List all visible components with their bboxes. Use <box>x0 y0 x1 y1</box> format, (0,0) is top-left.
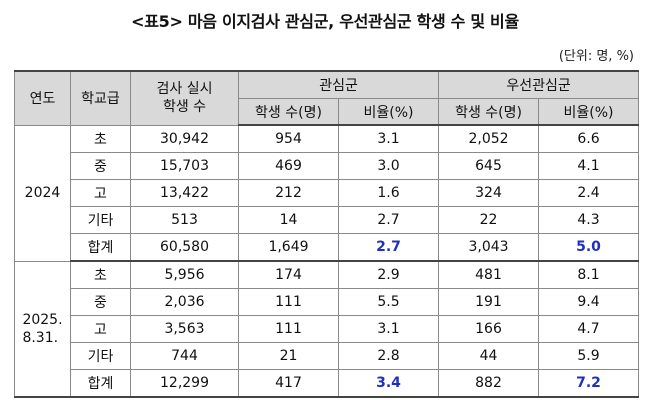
tested-cell: 12,299 <box>130 369 239 398</box>
level-cell: 고 <box>70 179 131 207</box>
concern-ratio-cell: 3.0 <box>337 152 440 180</box>
priority-ratio-cell: 7.2 <box>538 369 640 398</box>
year-cell: 2025. 8.31. <box>14 260 71 398</box>
table-row: 고 13,422 212 1.6 324 2.4 <box>15 179 640 207</box>
header-concern: 관심군 <box>237 70 440 99</box>
table-row: 합계 60,580 1,649 2.7 3,043 5.0 <box>15 233 640 262</box>
level-cell: 기타 <box>70 206 131 234</box>
concern-count-cell: 111 <box>238 288 339 316</box>
year-label: 2024 <box>24 185 61 201</box>
priority-ratio-cell: 9.4 <box>538 288 640 316</box>
concern-ratio-cell: 2.8 <box>337 342 440 370</box>
table-body: 2024 초 30,942 954 3.1 2,052 6.6 중 15,703 469 3.0 64… <box>14 124 640 398</box>
priority-ratio-cell: 4.7 <box>538 315 640 343</box>
concern-count-cell: 469 <box>238 152 339 180</box>
priority-ratio-cell: 4.1 <box>538 152 640 180</box>
concern-ratio-cell: 5.5 <box>337 288 440 316</box>
priority-ratio-cell: 5.0 <box>538 233 640 262</box>
stats-table: 연도 학교급 검사 실시 학생 수 관심군 우선관심군 학생 수(명) 비율(%… <box>14 70 640 398</box>
concern-count-cell: 417 <box>238 369 339 398</box>
header-priority-ratio: 비율(%) <box>538 98 640 126</box>
priority-ratio-cell: 8.1 <box>538 260 640 289</box>
table-row: 기타 513 14 2.7 22 4.3 <box>15 206 640 234</box>
table-title: <표5> 마음 이지검사 관심군, 우선관심군 학생 수 및 비율 <box>131 12 519 31</box>
header-concern-ratio: 비율(%) <box>337 98 440 126</box>
tested-cell: 13,422 <box>130 179 239 207</box>
concern-ratio-cell: 2.7 <box>337 233 440 262</box>
priority-count-cell: 324 <box>438 179 540 207</box>
concern-count-cell: 21 <box>238 342 339 370</box>
table-row: 2025. 8.31. 초 5,956 174 2.9 481 8.1 <box>14 260 640 398</box>
tested-cell: 5,956 <box>130 260 239 289</box>
level-cell: 초 <box>70 124 131 153</box>
header-year: 연도 <box>14 70 71 126</box>
tested-cell: 2,036 <box>130 288 239 316</box>
concern-ratio-cell: 2.7 <box>337 206 440 234</box>
concern-ratio-cell: 3.1 <box>337 124 440 153</box>
level-cell: 중 <box>70 288 131 316</box>
tested-cell: 30,942 <box>130 124 239 153</box>
concern-ratio-cell: 3.1 <box>337 315 440 343</box>
priority-count-cell: 22 <box>438 206 540 234</box>
table-row: 중 15,703 469 3.0 645 4.1 <box>15 152 640 180</box>
tested-cell: 3,563 <box>130 315 239 343</box>
header-tested-text: 검사 실시 학생 수 <box>156 81 213 116</box>
table-row: 고 3,563 111 3.1 166 4.7 <box>15 315 640 343</box>
level-cell: 합계 <box>70 369 131 398</box>
year-label: 2025. 8.31. <box>22 311 63 346</box>
level-cell: 초 <box>70 260 131 289</box>
tested-cell: 513 <box>130 206 239 234</box>
level-cell: 중 <box>70 152 131 180</box>
priority-ratio-cell: 6.6 <box>538 124 640 153</box>
header-tested: 검사 실시 학생 수 <box>130 70 239 126</box>
tested-cell: 744 <box>130 342 239 370</box>
priority-count-cell: 44 <box>438 342 540 370</box>
table-row: 기타 744 21 2.8 44 5.9 <box>15 342 640 370</box>
concern-ratio-cell: 1.6 <box>337 179 440 207</box>
level-cell: 기타 <box>70 342 131 370</box>
priority-count-cell: 166 <box>438 315 540 343</box>
concern-count-cell: 14 <box>238 206 339 234</box>
concern-count-cell: 111 <box>238 315 339 343</box>
concern-ratio-cell: 2.9 <box>337 260 440 289</box>
tested-cell: 60,580 <box>130 233 239 262</box>
priority-ratio-cell: 4.3 <box>538 206 640 234</box>
concern-count-cell: 954 <box>238 124 339 153</box>
level-cell: 고 <box>70 315 131 343</box>
priority-count-cell: 481 <box>438 260 540 289</box>
header-priority-count: 학생 수(명) <box>438 98 540 126</box>
concern-ratio-cell: 3.4 <box>337 369 440 398</box>
table-row: 중 2,036 111 5.5 191 9.4 <box>15 288 640 316</box>
table-row: 합계 12,299 417 3.4 882 7.2 <box>15 369 640 398</box>
header-concern-count: 학생 수(명) <box>238 98 339 126</box>
priority-ratio-cell: 5.9 <box>538 342 640 370</box>
level-cell: 합계 <box>70 233 131 262</box>
priority-count-cell: 191 <box>438 288 540 316</box>
priority-count-cell: 645 <box>438 152 540 180</box>
header-priority: 우선관심군 <box>438 70 640 99</box>
header-level: 학교급 <box>70 70 131 126</box>
unit-note: (단위: 명, %) <box>558 49 634 64</box>
priority-count-cell: 3,043 <box>438 233 540 262</box>
priority-ratio-cell: 2.4 <box>538 179 640 207</box>
tested-cell: 15,703 <box>130 152 239 180</box>
year-cell: 2024 <box>14 124 71 262</box>
concern-count-cell: 1,649 <box>238 233 339 262</box>
table-row: 2024 초 30,942 954 3.1 2,052 6.6 <box>14 124 640 262</box>
priority-count-cell: 882 <box>438 369 540 398</box>
priority-count-cell: 2,052 <box>438 124 540 153</box>
concern-count-cell: 174 <box>238 260 339 289</box>
concern-count-cell: 212 <box>238 179 339 207</box>
